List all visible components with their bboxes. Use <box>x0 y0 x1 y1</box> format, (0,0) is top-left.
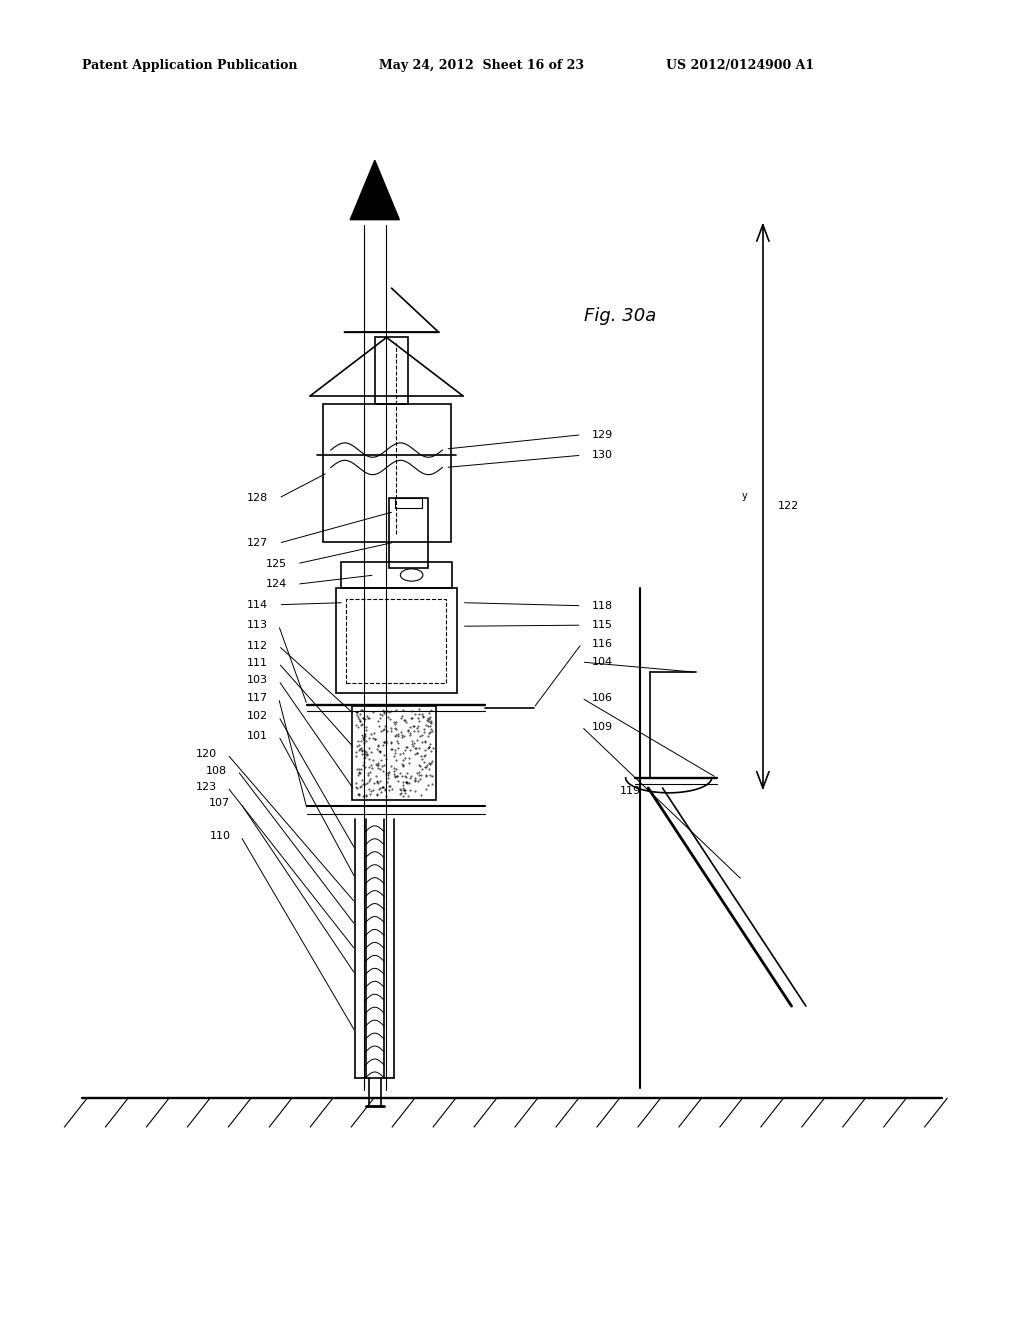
Bar <box>395 498 422 508</box>
Text: 123: 123 <box>196 781 217 792</box>
Text: 101: 101 <box>247 731 268 741</box>
Text: y: y <box>741 491 748 502</box>
Text: 115: 115 <box>592 620 613 630</box>
Text: 103: 103 <box>247 676 268 685</box>
Text: 122: 122 <box>778 502 800 511</box>
Text: Fig. 30a: Fig. 30a <box>584 306 656 325</box>
Bar <box>352 706 436 800</box>
Bar <box>389 498 428 568</box>
Text: 108: 108 <box>206 766 227 776</box>
Bar <box>336 589 457 693</box>
Text: Patent Application Publication: Patent Application Publication <box>82 59 297 73</box>
Text: 125: 125 <box>265 558 287 569</box>
Bar <box>375 338 408 404</box>
Text: 106: 106 <box>592 693 613 702</box>
Text: US 2012/0124900 A1: US 2012/0124900 A1 <box>666 59 814 73</box>
Text: 107: 107 <box>209 799 230 808</box>
Text: 109: 109 <box>592 722 613 731</box>
Bar <box>323 404 451 543</box>
Text: 118: 118 <box>592 601 613 611</box>
Text: 129: 129 <box>592 430 613 440</box>
Bar <box>346 598 446 682</box>
Polygon shape <box>350 160 399 219</box>
Text: 127: 127 <box>247 539 268 548</box>
Text: 116: 116 <box>592 639 613 648</box>
Text: 117: 117 <box>247 693 268 702</box>
Text: May 24, 2012  Sheet 16 of 23: May 24, 2012 Sheet 16 of 23 <box>379 59 584 73</box>
Text: 119: 119 <box>620 787 641 796</box>
Text: 120: 120 <box>196 750 217 759</box>
Text: 114: 114 <box>247 599 268 610</box>
Text: 124: 124 <box>265 579 287 589</box>
Text: 104: 104 <box>592 657 613 667</box>
Text: 110: 110 <box>209 832 230 841</box>
Text: 128: 128 <box>247 494 268 503</box>
Text: 112: 112 <box>247 640 268 651</box>
Text: 113: 113 <box>247 620 268 630</box>
Text: 130: 130 <box>592 450 613 461</box>
Text: 102: 102 <box>247 711 268 721</box>
Text: 111: 111 <box>247 659 268 668</box>
Bar <box>341 562 452 589</box>
